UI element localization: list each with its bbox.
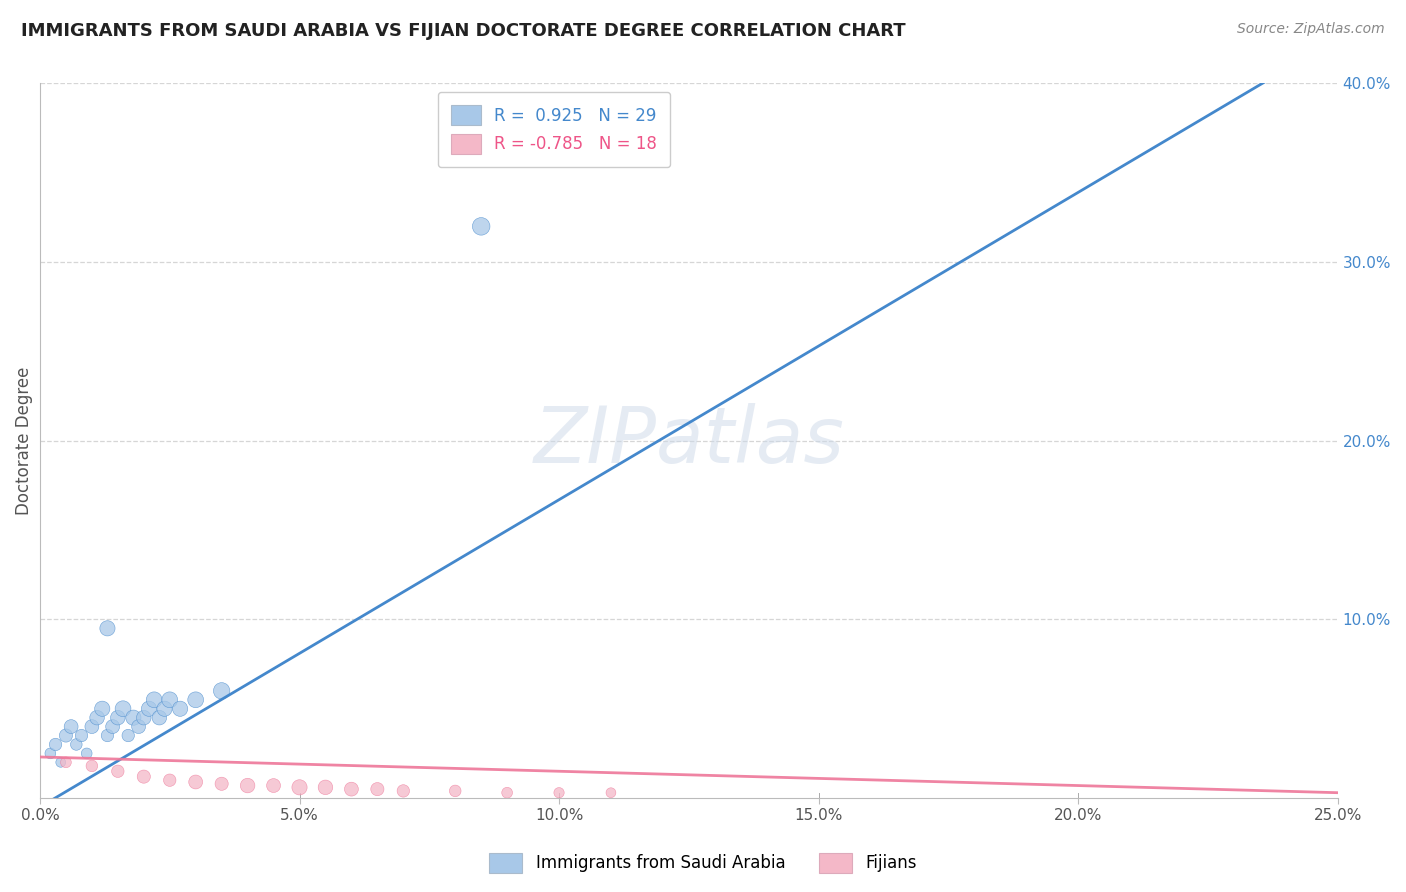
Point [70,729,93,743]
Point [444,784,467,798]
Point [496,786,519,800]
Point [132,770,155,784]
Y-axis label: Doctorate Degree: Doctorate Degree [15,367,32,515]
Point [159,773,181,788]
Point [122,711,145,725]
Point [143,693,166,707]
Point [45,738,67,752]
Point [169,702,191,716]
Point [314,780,336,795]
Legend: R =  0.925   N = 29, R = -0.785   N = 18: R = 0.925 N = 29, R = -0.785 N = 18 [437,92,671,168]
Point [117,729,139,743]
Point [111,702,134,716]
Point [392,784,415,798]
Point [55,729,77,743]
Point [366,782,388,797]
Point [107,764,129,779]
Point [263,779,285,793]
Text: IMMIGRANTS FROM SAUDI ARABIA VS FIJIAN DOCTORATE DEGREE CORRELATION CHART: IMMIGRANTS FROM SAUDI ARABIA VS FIJIAN D… [21,22,905,40]
Point [159,693,181,707]
Point [128,720,150,734]
Point [107,711,129,725]
Legend: Immigrants from Saudi Arabia, Fijians: Immigrants from Saudi Arabia, Fijians [482,847,924,880]
Point [101,720,124,734]
Point [60,720,83,734]
Point [96,729,118,743]
Point [80,759,103,773]
Point [288,780,311,795]
Point [80,720,103,734]
Point [236,779,259,793]
Point [55,756,77,770]
Point [86,711,108,725]
Point [148,711,170,725]
Point [470,219,492,234]
Point [76,747,98,761]
Point [600,786,623,800]
Point [548,786,571,800]
Point [211,684,233,698]
Point [49,756,72,770]
Point [184,693,207,707]
Point [132,711,155,725]
Point [184,775,207,789]
Point [153,702,176,716]
Point [91,702,114,716]
Text: ZIPatlas: ZIPatlas [533,403,844,479]
Point [65,738,87,752]
Point [211,777,233,791]
Point [96,621,118,635]
Point [340,782,363,797]
Point [138,702,160,716]
Point [39,747,62,761]
Text: Source: ZipAtlas.com: Source: ZipAtlas.com [1237,22,1385,37]
